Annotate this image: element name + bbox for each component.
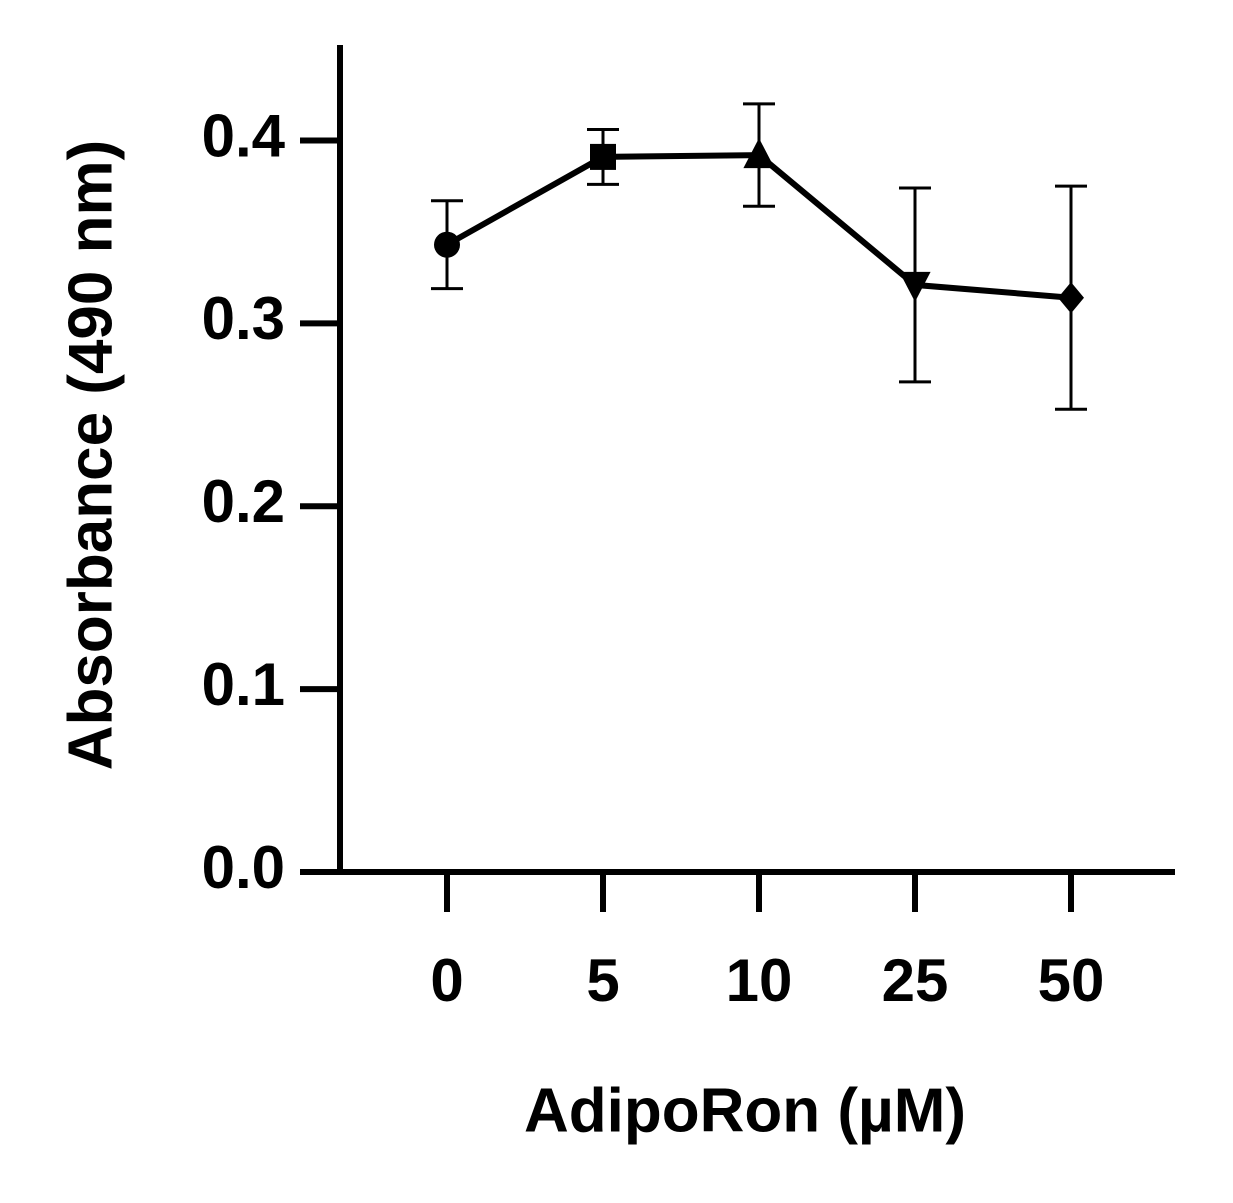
y-axis-title: Absorbance (490 nm) [56,140,125,771]
y-tick-label: 0.3 [202,285,285,352]
y-tick-label: 0.1 [202,651,285,718]
x-tick-label: 25 [882,947,949,1014]
y-tick-label: 0.2 [202,468,285,535]
x-axis-title: AdipoRon (µM) [524,1076,966,1145]
y-tick-label: 0.4 [202,102,286,169]
marker [1058,282,1084,314]
y-tick-label: 0.0 [202,834,285,901]
x-tick-label: 10 [726,947,793,1014]
x-tick-label: 5 [586,947,619,1014]
marker [743,138,775,169]
x-tick-label: 50 [1038,947,1105,1014]
marker [590,143,616,170]
x-tick-label: 0 [430,947,463,1014]
marker [434,231,460,258]
marker [899,271,931,302]
